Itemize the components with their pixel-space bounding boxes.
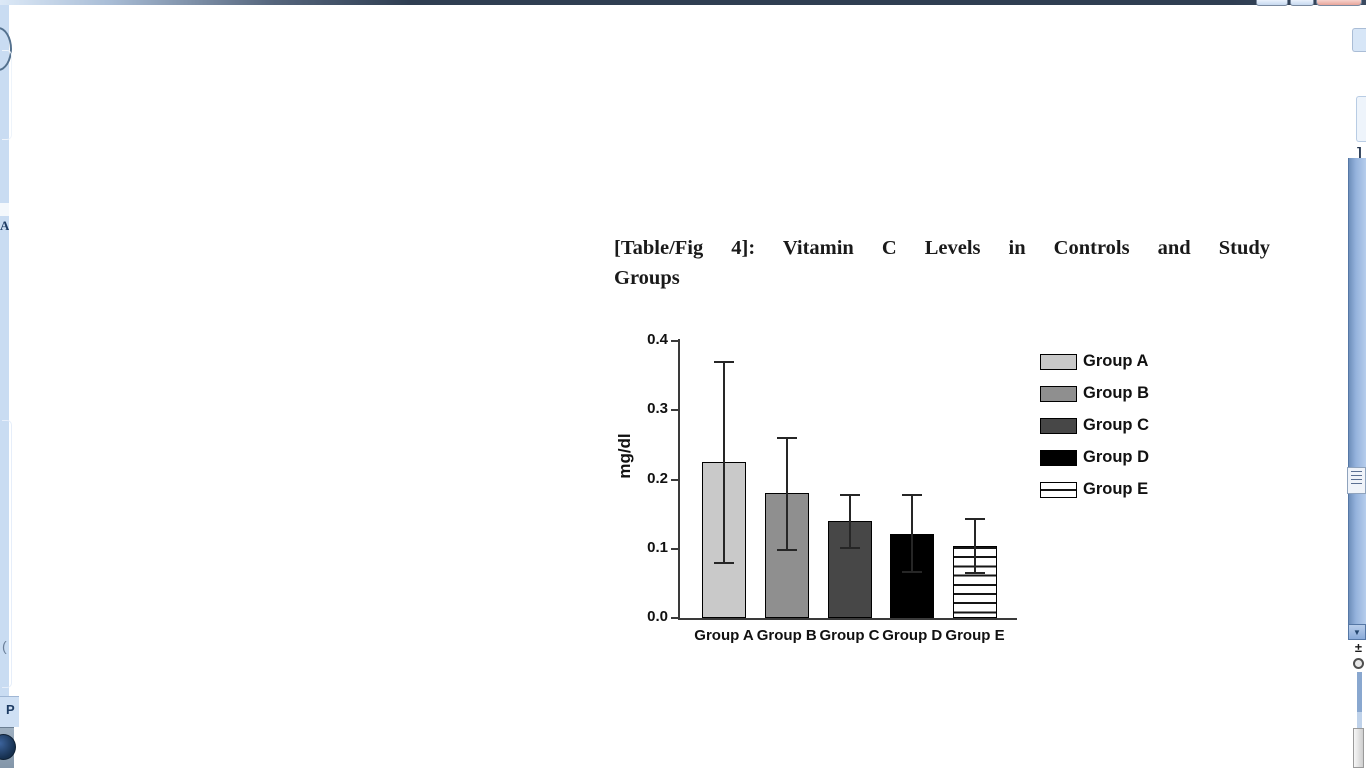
error-bar xyxy=(848,494,851,549)
x-tick-label: Group A xyxy=(694,627,754,644)
maximize-button[interactable] xyxy=(1290,0,1314,6)
ribbon-edge-chip-lower xyxy=(1356,96,1366,142)
error-bar-cap-bottom xyxy=(839,547,860,550)
error-bar-cap-bottom xyxy=(776,549,797,552)
y-tick-label: 0.4 xyxy=(647,331,668,348)
error-bar xyxy=(974,518,976,573)
legend-label: Group A xyxy=(1083,352,1149,370)
error-bar xyxy=(723,361,725,563)
legend-row: Group D xyxy=(1040,448,1149,466)
left-edge-notch xyxy=(0,203,9,216)
error-bar-cap-top xyxy=(776,436,797,439)
legend-swatch xyxy=(1040,449,1077,466)
y-tick-label: 0.1 xyxy=(647,538,668,556)
status-bar-page-text: P xyxy=(6,702,15,717)
y-tick-label: 0.3 xyxy=(647,400,668,418)
legend-row: Group A xyxy=(1040,352,1149,370)
legend-swatch xyxy=(1040,385,1077,402)
x-tick-label: Group C xyxy=(819,627,880,644)
left-panel-outline xyxy=(2,50,12,140)
y-tick xyxy=(671,409,678,412)
clipped-text-fragment: A xyxy=(0,218,9,233)
error-bar xyxy=(911,494,914,573)
figure-caption-line1: [Table/Fig 4]: Vitamin C Levels in Contr… xyxy=(614,237,1270,259)
error-bar-cap-top xyxy=(714,360,734,363)
error-bar-cap-bottom xyxy=(965,571,985,574)
y-tick xyxy=(671,340,678,342)
legend-label: Group D xyxy=(1083,448,1149,466)
left-panel-edge xyxy=(0,5,9,768)
legend-label: Group C xyxy=(1083,416,1149,434)
vertical-scrollbar-track[interactable] xyxy=(1348,158,1366,624)
x-tick-label: Group B xyxy=(756,627,817,644)
legend-swatch xyxy=(1040,481,1077,498)
figure-caption-line2: Groups xyxy=(614,267,680,289)
status-bar-corner xyxy=(0,696,19,727)
y-axis xyxy=(678,339,680,620)
error-bar xyxy=(785,437,788,551)
x-tick-label: Group E xyxy=(945,627,1005,644)
legend-row: Group E xyxy=(1040,480,1149,498)
figure-caption: [Table/Fig 4]: Vitamin C Levels in Contr… xyxy=(614,233,1270,293)
error-bar-cap-top xyxy=(902,493,923,496)
y-tick xyxy=(671,617,678,619)
close-button[interactable] xyxy=(1316,0,1362,6)
scrollbar-lower-strip-light xyxy=(1357,712,1362,728)
vitamin-c-bar-chart: 0.0 0.1 0.2 0.3 0.4 mg/dl Group A Group B Group … xyxy=(598,325,1198,665)
legend-swatch xyxy=(1040,417,1077,434)
legend-label: Group B xyxy=(1083,384,1149,402)
legend-swatch xyxy=(1040,353,1077,370)
error-bar-cap-bottom xyxy=(714,561,734,564)
legend-row: Group B xyxy=(1040,384,1149,402)
scrollbar-thumb-grip[interactable] xyxy=(1347,467,1366,494)
x-tick-label: Group D xyxy=(882,627,943,644)
chart-legend: Group A Group B Group C Group D Group E xyxy=(1040,352,1149,513)
minimize-button[interactable] xyxy=(1256,0,1288,6)
y-tick xyxy=(671,547,678,550)
chart-plot: 0.0 0.1 0.2 0.3 0.4 mg/dl Group A Group B Group … xyxy=(615,331,1017,644)
left-panel-outline-lower xyxy=(2,420,12,688)
x-axis xyxy=(678,618,1017,620)
legend-label: Group E xyxy=(1083,480,1149,498)
scrollbar-lower-strip xyxy=(1357,672,1362,712)
window-title-bar xyxy=(0,0,1366,5)
previous-page-icon[interactable]: ± xyxy=(1354,640,1363,655)
ribbon-edge-chip xyxy=(1352,28,1366,52)
bottom-right-scroll-element[interactable] xyxy=(1353,728,1364,768)
error-bar-cap-top xyxy=(965,517,985,520)
y-tick-label: 0.0 xyxy=(647,608,668,625)
error-bar-cap-bottom xyxy=(902,571,923,574)
error-bar-cap-top xyxy=(839,493,860,496)
clipped-text-fragment: ( xyxy=(2,638,7,654)
y-tick-label: 0.2 xyxy=(647,469,668,487)
y-tick xyxy=(671,478,678,481)
clipped-text-fragment: ] xyxy=(1357,144,1362,160)
select-browse-object-icon[interactable] xyxy=(1353,658,1364,669)
scroll-down-arrow-icon[interactable]: ▼ xyxy=(1348,624,1366,640)
y-axis-label: mg/dl xyxy=(615,433,634,479)
legend-row: Group C xyxy=(1040,416,1149,434)
